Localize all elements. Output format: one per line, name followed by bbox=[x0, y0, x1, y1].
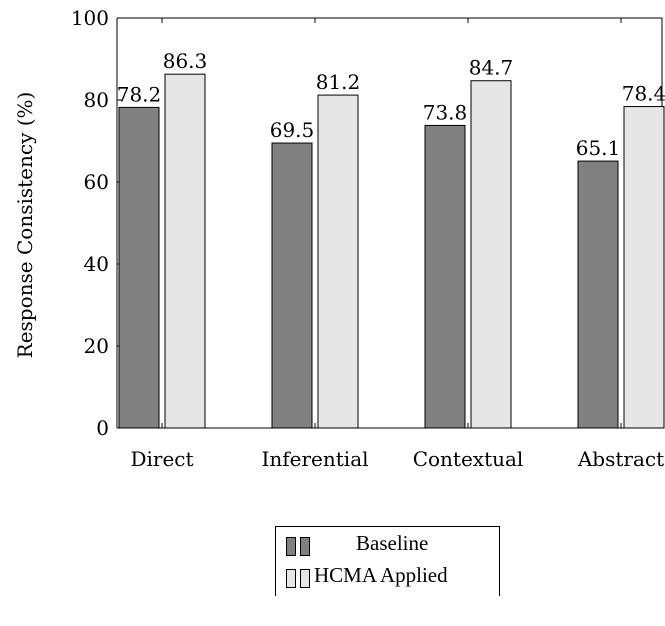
data-label: 84.7 bbox=[469, 56, 514, 80]
legend-entry-hcma: HCMA Applied bbox=[276, 561, 499, 591]
data-label: 86.3 bbox=[163, 49, 208, 73]
y-tick-label: 80 bbox=[84, 88, 109, 112]
legend-entry-baseline: Baseline bbox=[276, 529, 499, 559]
legend: Baseline HCMA Applied bbox=[275, 526, 500, 596]
bar bbox=[271, 142, 313, 429]
labels: 0 20 40 60 80 100 Direct 78.286.3 Inferential 69.… bbox=[71, 6, 665, 471]
data-label: 78.2 bbox=[117, 82, 162, 106]
x-tick-label: Direct bbox=[130, 447, 193, 471]
x-tick-label: Inferential bbox=[261, 447, 368, 471]
legend-swatch-hcma bbox=[286, 569, 296, 588]
bar bbox=[623, 106, 665, 429]
legend-label-hcma: HCMA Applied bbox=[314, 563, 448, 587]
data-label: 78.4 bbox=[622, 82, 665, 106]
bar bbox=[164, 73, 206, 429]
data-label: 65.1 bbox=[576, 136, 621, 160]
bar bbox=[470, 80, 512, 429]
x-tick-label: Abstract bbox=[577, 447, 664, 471]
y-axis-label: Response Consistency (%) bbox=[13, 92, 37, 359]
legend-swatch-hcma bbox=[300, 569, 310, 588]
bar bbox=[424, 124, 466, 429]
data-label: 73.8 bbox=[423, 100, 468, 124]
x-tick-label: Contextual bbox=[413, 447, 524, 471]
y-tick-label: 0 bbox=[96, 416, 109, 440]
bar bbox=[118, 106, 160, 429]
data-label: 69.5 bbox=[270, 118, 315, 142]
y-tick-label: 100 bbox=[71, 6, 109, 30]
legend-swatch-baseline bbox=[300, 537, 310, 556]
y-tick-label: 40 bbox=[84, 252, 109, 276]
bar bbox=[317, 94, 359, 429]
data-label: 81.2 bbox=[316, 70, 361, 94]
legend-label-baseline: Baseline bbox=[356, 531, 429, 555]
bars bbox=[118, 73, 665, 429]
legend-swatch-baseline bbox=[286, 537, 296, 556]
bar bbox=[577, 160, 619, 429]
y-tick-label: 60 bbox=[84, 170, 109, 194]
y-tick-label: 20 bbox=[84, 334, 109, 358]
